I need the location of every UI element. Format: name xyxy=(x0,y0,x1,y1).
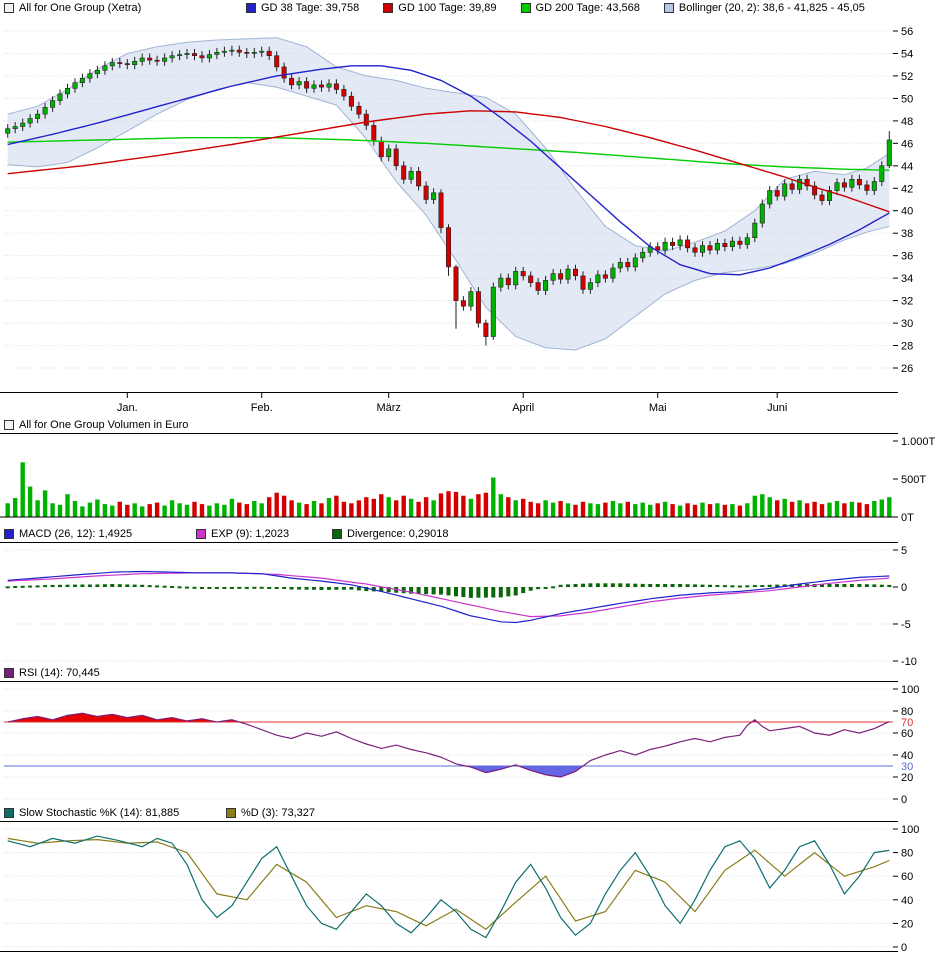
svg-text:März: März xyxy=(376,402,400,414)
legend-item-instrument: All for One Group (Xetra) xyxy=(4,2,222,14)
legend-bollinger-label: Bollinger (20, 2): 38,6 - 41,825 - 45,05 xyxy=(678,2,865,14)
legend-item-stoch-k: Slow Stochastic %K (14): 81,885 xyxy=(4,807,202,819)
svg-text:0: 0 xyxy=(901,582,907,594)
macd-chart-legend: MACD (26, 12): 1,4925 EXP (9): 1,2023 Di… xyxy=(4,528,473,540)
legend-volume-label: All for One Group Volumen in Euro xyxy=(19,419,189,431)
bollinger-swatch-icon xyxy=(663,3,674,13)
gd100-swatch-icon xyxy=(383,3,394,13)
legend-item-macd: MACD (26, 12): 1,4925 xyxy=(4,528,172,540)
divergence-swatch-icon xyxy=(332,529,342,539)
svg-text:36: 36 xyxy=(901,251,913,263)
legend-stoch-d-label: %D (3): 73,327 xyxy=(241,807,315,819)
svg-text:56: 56 xyxy=(901,26,913,38)
svg-text:80: 80 xyxy=(901,706,913,718)
svg-text:28: 28 xyxy=(901,341,913,353)
exp-swatch-icon xyxy=(196,529,206,539)
price-chart-legend: All for One Group (Xetra) GD 38 Tage: 39… xyxy=(4,2,889,14)
svg-text:500T: 500T xyxy=(901,474,926,486)
svg-text:52: 52 xyxy=(901,71,913,83)
rsi-swatch-icon xyxy=(4,668,14,678)
svg-text:20: 20 xyxy=(901,918,913,930)
legend-item-bollinger: Bollinger (20, 2): 38,6 - 41,825 - 45,05 xyxy=(663,2,865,14)
svg-text:5: 5 xyxy=(901,545,907,557)
legend-stoch-k-label: Slow Stochastic %K (14): 81,885 xyxy=(19,807,180,819)
svg-text:100: 100 xyxy=(901,684,919,696)
svg-text:0: 0 xyxy=(901,794,907,805)
legend-gd38-label: GD 38 Tage: 39,758 xyxy=(261,2,360,14)
svg-text:Jan.: Jan. xyxy=(117,402,138,414)
svg-text:0T: 0T xyxy=(901,512,914,524)
svg-text:26: 26 xyxy=(901,363,913,375)
svg-text:40: 40 xyxy=(901,895,913,907)
stochastic-chart-canvas: 100 80 60 40 20 0 xyxy=(0,821,919,954)
svg-text:50: 50 xyxy=(901,93,913,105)
svg-text:32: 32 xyxy=(901,296,913,308)
legend-divergence-label: Divergence: 0,29018 xyxy=(347,528,449,540)
macd-chart-canvas: 5 0 -5 -10 xyxy=(0,542,917,666)
price-chart-canvas: Jan. Feb. März April Mai Juni 56 54 52 50 48 46 44 42… xyxy=(0,26,913,414)
legend-item-volume: All for One Group Volumen in Euro xyxy=(4,419,188,431)
legend-gd200-label: GD 200 Tage: 43,568 xyxy=(535,2,640,14)
instrument-swatch-icon xyxy=(4,3,14,13)
rsi-chart-legend: RSI (14): 70,445 xyxy=(4,667,124,679)
svg-text:80: 80 xyxy=(901,848,913,860)
svg-text:42: 42 xyxy=(901,183,913,195)
svg-text:60: 60 xyxy=(901,871,913,883)
svg-text:Feb.: Feb. xyxy=(251,402,273,414)
svg-text:40: 40 xyxy=(901,750,913,762)
svg-text:100: 100 xyxy=(901,824,919,836)
legend-item-gd200: GD 200 Tage: 43,568 xyxy=(520,2,640,14)
svg-text:30: 30 xyxy=(901,761,913,773)
legend-rsi-label: RSI (14): 70,445 xyxy=(19,667,100,679)
legend-exp-label: EXP (9): 1,2023 xyxy=(211,528,290,540)
svg-text:48: 48 xyxy=(901,116,913,128)
svg-text:Mai: Mai xyxy=(649,402,667,414)
legend-item-gd38: GD 38 Tage: 39,758 xyxy=(246,2,359,14)
legend-gd100-label: GD 100 Tage: 39,89 xyxy=(398,2,497,14)
stoch-d-swatch-icon xyxy=(226,808,236,818)
volume-chart-canvas: 1.000T 500T 0T xyxy=(0,433,936,524)
svg-text:30: 30 xyxy=(901,318,913,330)
svg-text:20: 20 xyxy=(901,772,913,784)
legend-item-gd100: GD 100 Tage: 39,89 xyxy=(383,2,497,14)
svg-text:46: 46 xyxy=(901,138,913,150)
svg-text:Juni: Juni xyxy=(767,402,787,414)
macd-swatch-icon xyxy=(4,529,14,539)
stochastic-chart-legend: Slow Stochastic %K (14): 81,885 %D (3): … xyxy=(4,807,339,819)
svg-text:34: 34 xyxy=(901,273,913,285)
svg-text:0: 0 xyxy=(901,942,907,954)
legend-item-stoch-d: %D (3): 73,327 xyxy=(226,807,315,819)
stoch-k-swatch-icon xyxy=(4,808,14,818)
svg-text:-5: -5 xyxy=(901,619,911,631)
volume-chart-legend: All for One Group Volumen in Euro xyxy=(4,419,212,431)
legend-instrument-label: All for One Group (Xetra) xyxy=(19,2,142,14)
svg-text:38: 38 xyxy=(901,228,913,240)
svg-text:-10: -10 xyxy=(901,656,917,666)
legend-macd-label: MACD (26, 12): 1,4925 xyxy=(19,528,133,540)
gd38-swatch-icon xyxy=(246,3,256,13)
svg-text:54: 54 xyxy=(901,48,913,60)
legend-item-divergence: Divergence: 0,29018 xyxy=(332,528,449,540)
svg-text:1.000T: 1.000T xyxy=(901,436,936,448)
svg-text:60: 60 xyxy=(901,728,913,740)
legend-item-exp: EXP (9): 1,2023 xyxy=(196,528,308,540)
svg-text:April: April xyxy=(512,402,534,414)
rsi-chart-canvas: 100 80 60 40 20 0 70 30 xyxy=(0,681,919,805)
svg-text:40: 40 xyxy=(901,206,913,218)
svg-text:70: 70 xyxy=(901,717,913,729)
legend-item-rsi: RSI (14): 70,445 xyxy=(4,667,100,679)
volume-swatch-icon xyxy=(4,420,14,430)
svg-text:44: 44 xyxy=(901,161,913,173)
gd200-swatch-icon xyxy=(520,3,531,13)
